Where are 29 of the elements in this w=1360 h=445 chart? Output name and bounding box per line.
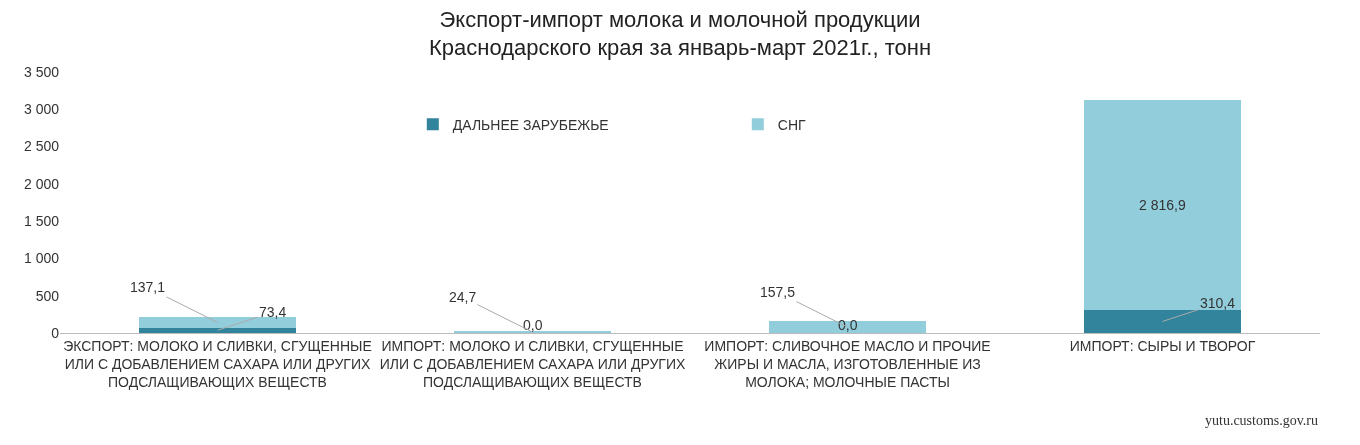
bar — [138, 327, 297, 333]
chart-title: Экспорт-импорт молока и молочной продукции Краснодарского края за январь-март 2021г., тонн — [428, 6, 932, 61]
text: yutu.customs.gov.ru — [1205, 413, 1319, 428]
y-tick-label: 2 500 — [23, 138, 60, 155]
data-label: 137,1 — [130, 279, 166, 295]
y-tick-label: 3 000 — [23, 101, 60, 118]
legend-label: ДАЛЬНЕЕ ЗАРУБЕЖЬЕ — [452, 116, 609, 133]
x-tick-label: ИМПОРТ: СЛИВОЧНОЕ МАСЛО И ПРОЧИЕ ЖИРЫ И МАСЛА, ИЗГОТОВЛЕННЫЕ ИЗ МОЛОКА; МОЛОЧНЫЕ ПАСТЫ — [704, 337, 991, 391]
bar — [138, 317, 297, 328]
bar — [1083, 309, 1242, 333]
y-tick-label: 2 000 — [23, 175, 60, 192]
x-tick-label: ИМПОРТ: СЫРЫ И ТВОРОГ — [1069, 337, 1256, 354]
data-label: 2 816,9 — [1139, 197, 1186, 213]
x-tick-label: ЭКСПОРТ: МОЛОКО И СЛИВКИ, СГУЩЕННЫЕ ИЛИ С ДОБАВЛЕНИЕМ САХАРА ИЛИ ДРУГИХ ПОДСЛАЩИВАЮЩИХ ВЕЩЕСТВ — [63, 337, 372, 391]
y-tick-label: 0 — [51, 324, 60, 341]
data-label: 73,4 — [259, 304, 287, 320]
data-label: 157,5 — [760, 284, 796, 300]
data-label: 310,4 — [1200, 295, 1236, 311]
y-tick-label: 3 500 — [23, 63, 60, 80]
y-tick-label: 1 000 — [23, 250, 60, 267]
bar — [768, 321, 927, 333]
data-label: 0,0 — [838, 317, 858, 333]
y-tick-label: 1 500 — [23, 213, 60, 230]
data-label: 24,7 — [449, 289, 477, 305]
y-tick-label: 500 — [35, 287, 60, 304]
legend-label: СНГ — [777, 116, 807, 133]
bar — [1083, 99, 1242, 310]
data-label: 0,0 — [523, 317, 543, 333]
x-tick-label: ИМПОРТ: МОЛОКО И СЛИВКИ, СГУЩЕННЫЕ ИЛИ С ДОБАВЛЕНИЕМ САХАРА ИЛИ ДРУГИХ ПОДСЛАЩИВАЮЩИХ ВЕЩЕСТВ — [379, 337, 686, 391]
